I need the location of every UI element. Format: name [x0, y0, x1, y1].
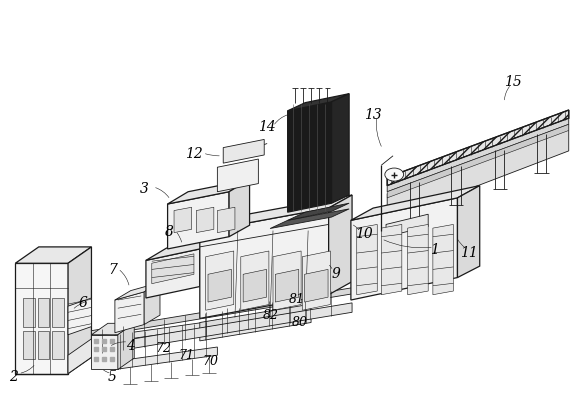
Polygon shape: [92, 288, 352, 337]
Polygon shape: [200, 312, 311, 341]
Polygon shape: [52, 331, 64, 360]
Text: 5: 5: [107, 369, 116, 384]
Polygon shape: [144, 283, 160, 325]
Text: 71: 71: [179, 348, 195, 361]
Polygon shape: [115, 347, 217, 370]
Polygon shape: [23, 298, 35, 327]
Polygon shape: [208, 270, 231, 302]
Polygon shape: [302, 252, 330, 310]
Polygon shape: [92, 303, 352, 355]
Text: 7: 7: [109, 263, 117, 277]
Polygon shape: [115, 292, 144, 333]
Text: 15: 15: [504, 75, 522, 89]
Polygon shape: [152, 254, 194, 284]
Text: 9: 9: [331, 267, 340, 281]
Polygon shape: [92, 324, 134, 335]
Polygon shape: [382, 225, 402, 295]
Polygon shape: [223, 140, 264, 164]
Polygon shape: [168, 192, 229, 249]
Text: 10: 10: [355, 227, 373, 241]
Polygon shape: [146, 249, 200, 298]
Text: 11: 11: [460, 246, 478, 260]
Polygon shape: [357, 225, 377, 295]
Polygon shape: [387, 119, 569, 192]
Polygon shape: [118, 324, 134, 370]
Polygon shape: [243, 270, 266, 302]
Polygon shape: [288, 103, 332, 213]
Polygon shape: [305, 270, 328, 302]
Polygon shape: [115, 321, 217, 341]
Text: 13: 13: [365, 108, 382, 122]
Polygon shape: [288, 204, 349, 221]
Polygon shape: [217, 160, 258, 192]
Polygon shape: [196, 208, 214, 233]
Polygon shape: [92, 335, 118, 370]
Polygon shape: [146, 237, 220, 261]
Polygon shape: [168, 180, 249, 204]
Text: 81: 81: [288, 292, 305, 306]
Text: 1: 1: [430, 243, 438, 256]
Polygon shape: [38, 331, 49, 360]
Polygon shape: [200, 209, 329, 319]
Polygon shape: [270, 209, 349, 229]
Polygon shape: [68, 339, 92, 374]
Polygon shape: [229, 180, 249, 237]
Text: 3: 3: [140, 181, 149, 195]
Circle shape: [385, 169, 404, 182]
Polygon shape: [332, 94, 349, 204]
Text: 12: 12: [185, 146, 203, 160]
Text: 80: 80: [291, 315, 308, 328]
Polygon shape: [288, 94, 349, 112]
Polygon shape: [115, 283, 160, 300]
Polygon shape: [15, 264, 68, 374]
Polygon shape: [205, 252, 234, 310]
Polygon shape: [217, 208, 235, 233]
Text: 72: 72: [156, 342, 171, 355]
Polygon shape: [23, 331, 35, 360]
Polygon shape: [174, 208, 191, 233]
Polygon shape: [457, 186, 480, 278]
Polygon shape: [241, 252, 269, 310]
Polygon shape: [275, 270, 299, 302]
Polygon shape: [387, 111, 569, 186]
Polygon shape: [387, 125, 569, 198]
Polygon shape: [52, 298, 64, 327]
Polygon shape: [386, 215, 428, 237]
Polygon shape: [408, 225, 428, 295]
Polygon shape: [68, 247, 92, 374]
Polygon shape: [329, 196, 352, 295]
Polygon shape: [200, 237, 220, 287]
Text: 6: 6: [78, 295, 87, 309]
Polygon shape: [387, 125, 569, 221]
Polygon shape: [68, 298, 92, 335]
Polygon shape: [273, 252, 301, 310]
Text: 4: 4: [126, 338, 135, 352]
Text: 2: 2: [9, 369, 18, 383]
Polygon shape: [200, 196, 352, 232]
Polygon shape: [351, 186, 480, 221]
Text: 8: 8: [165, 224, 174, 238]
Polygon shape: [200, 304, 311, 329]
Polygon shape: [351, 198, 457, 300]
Polygon shape: [15, 247, 92, 264]
Text: 82: 82: [263, 308, 279, 321]
Polygon shape: [38, 298, 49, 327]
Polygon shape: [433, 225, 453, 295]
Text: 14: 14: [258, 120, 276, 134]
Text: 70: 70: [203, 354, 218, 367]
